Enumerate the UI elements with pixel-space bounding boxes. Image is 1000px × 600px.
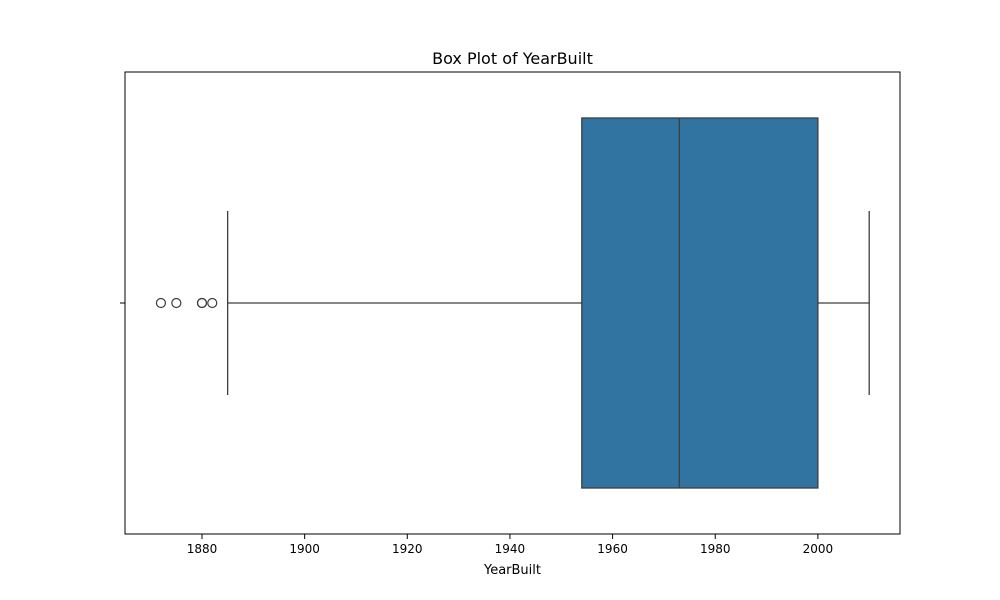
x-tick-label-2000: 2000 bbox=[803, 542, 834, 556]
x-tick-label-1920: 1920 bbox=[392, 542, 423, 556]
x-axis-label: YearBuilt bbox=[483, 563, 541, 578]
iqr-box bbox=[581, 117, 819, 489]
x-axis-ticks: 1880 1900 1920 1940 1960 1980 2000 bbox=[187, 534, 833, 556]
x-tick-label-1980: 1980 bbox=[700, 542, 731, 556]
plot-area bbox=[155, 117, 870, 489]
x-tick-label-1880: 1880 bbox=[187, 542, 218, 556]
x-tick-label-1900: 1900 bbox=[289, 542, 320, 556]
x-tick-label-1960: 1960 bbox=[597, 542, 628, 556]
chart-title: Box Plot of YearBuilt bbox=[432, 49, 593, 68]
outlier-point-0 bbox=[155, 297, 167, 309]
x-tick-label-1940: 1940 bbox=[495, 542, 526, 556]
outlier-point-1 bbox=[171, 297, 182, 309]
outlier-point-4 bbox=[207, 297, 218, 309]
outlier-point-3 bbox=[196, 297, 208, 309]
